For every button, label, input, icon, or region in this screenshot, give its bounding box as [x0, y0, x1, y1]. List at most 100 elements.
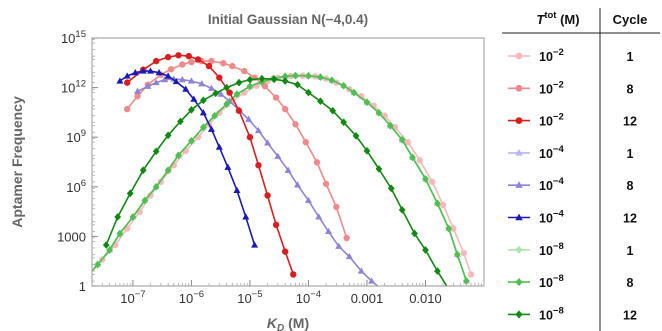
- legend-cycle-label: 1: [627, 244, 634, 258]
- data-point: [258, 74, 266, 83]
- data-point: [175, 52, 182, 59]
- data-point: [167, 65, 175, 73]
- data-point: [305, 71, 312, 80]
- data-point: [179, 61, 186, 68]
- legend-item: 10−8 1: [508, 241, 634, 258]
- x-tick-label: 0.010: [409, 291, 442, 306]
- y-tick-label: 109: [66, 128, 86, 145]
- data-point: [335, 242, 343, 249]
- data-point: [398, 135, 406, 144]
- legend-ttot-label: 10−4: [539, 209, 564, 226]
- data-point: [71, 289, 78, 295]
- data-point: [233, 90, 241, 99]
- data-point: [246, 75, 254, 84]
- x-axis-title-main: K: [267, 315, 278, 331]
- data-point: [144, 82, 152, 89]
- data-point: [242, 213, 250, 220]
- x-tick-label: 10−4: [296, 289, 321, 306]
- data-point: [146, 67, 155, 74]
- legend-cycle-label: 12: [623, 212, 637, 226]
- legend-header-ttot: Ttot (M): [536, 10, 579, 27]
- legend-ttot-label: 10−2: [539, 47, 564, 64]
- data-point: [460, 249, 467, 257]
- legend-item: 10−8 8: [508, 273, 634, 290]
- data-point: [439, 201, 447, 209]
- data-point: [131, 68, 139, 76]
- y-tick-label: 106: [66, 178, 86, 195]
- data-point: [71, 289, 78, 297]
- data-point: [270, 75, 278, 84]
- data-point: [292, 121, 299, 128]
- data-point: [251, 241, 259, 248]
- data-point: [422, 175, 429, 183]
- data-point: [304, 196, 312, 203]
- legend-swatch-marker: [515, 117, 523, 124]
- data-point: [434, 267, 441, 275]
- series-line: [92, 74, 468, 282]
- data-point: [264, 192, 271, 199]
- data-point: [172, 77, 180, 85]
- data-point: [254, 126, 263, 134]
- data-point: [134, 93, 141, 100]
- data-point: [139, 166, 147, 175]
- data-point: [422, 246, 429, 254]
- data-point: [411, 229, 418, 238]
- series-line: [92, 74, 468, 282]
- data-point: [226, 89, 233, 96]
- data-point: [216, 109, 223, 116]
- data-point: [152, 182, 160, 191]
- data-point: [343, 234, 350, 242]
- data-point: [217, 90, 225, 97]
- data-point: [328, 76, 336, 85]
- data-point: [102, 241, 110, 249]
- data-point: [200, 96, 207, 105]
- data-point: [207, 84, 215, 91]
- series-line: [105, 77, 448, 286]
- legend-item: 10−2 1: [508, 47, 634, 64]
- data-point: [220, 59, 227, 67]
- legend-cycle-label: 8: [627, 276, 634, 290]
- data-point: [416, 157, 424, 164]
- data-point: [272, 94, 280, 101]
- legend-ttot-label: 10−8: [539, 241, 564, 258]
- data-point: [114, 213, 122, 221]
- data-point: [324, 227, 333, 234]
- data-point: [281, 105, 289, 113]
- data-point: [194, 56, 202, 63]
- data-point: [223, 100, 231, 108]
- data-point: [358, 93, 365, 100]
- data-point: [363, 98, 371, 107]
- data-point: [94, 260, 102, 269]
- series-line: [126, 60, 348, 239]
- data-point: [164, 53, 172, 61]
- data-point: [375, 108, 383, 117]
- legend-swatch-marker: [515, 181, 523, 188]
- data-point: [188, 137, 195, 145]
- legend-item: 10−2 12: [508, 112, 637, 129]
- data-point: [428, 178, 436, 186]
- y-axis-title: Aptamer Frequency: [9, 96, 25, 228]
- legend-ttot-label: 10−4: [539, 176, 564, 193]
- y-tick-label: 1: [79, 279, 86, 294]
- data-point: [205, 62, 213, 70]
- data-point: [398, 206, 406, 214]
- data-point: [233, 186, 241, 194]
- data-point: [116, 77, 124, 84]
- data-point: [152, 78, 160, 86]
- data-point: [329, 106, 337, 115]
- data-point: [255, 162, 262, 169]
- data-point: [434, 199, 441, 208]
- legend-cycle-label: 8: [627, 82, 634, 96]
- data-point: [450, 225, 457, 232]
- data-point: [161, 76, 169, 83]
- x-tick-label: 10−7: [120, 289, 145, 306]
- data-point: [388, 291, 395, 297]
- data-point: [352, 132, 360, 140]
- data-point: [208, 57, 215, 65]
- data-point: [274, 152, 282, 159]
- data-point: [152, 147, 160, 156]
- data-point: [124, 79, 131, 86]
- series-line: [92, 74, 468, 282]
